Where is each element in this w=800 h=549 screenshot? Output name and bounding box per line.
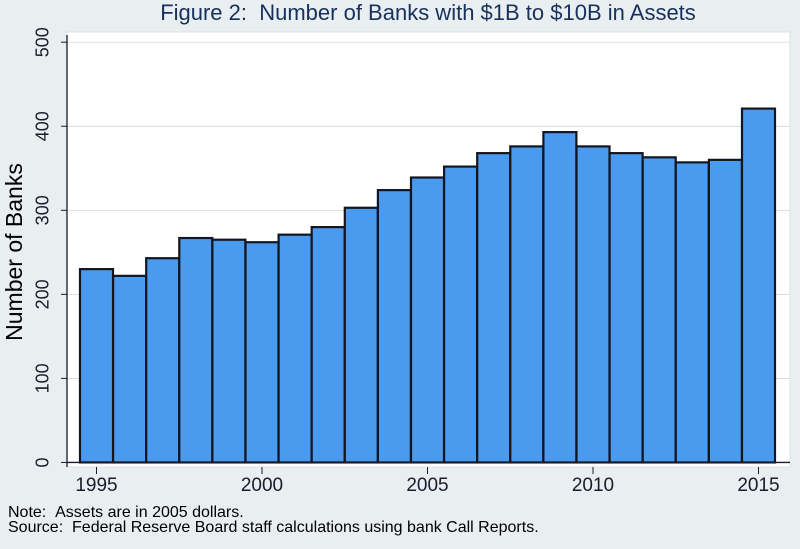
svg-text:300: 300 <box>33 195 53 225</box>
svg-text:2005: 2005 <box>406 475 448 496</box>
svg-text:0: 0 <box>33 457 53 467</box>
svg-text:2000: 2000 <box>241 475 283 496</box>
svg-text:100: 100 <box>33 363 53 393</box>
svg-text:1995: 1995 <box>75 475 117 496</box>
svg-text:Source: Federal Reserve Board: Source: Federal Reserve Board staff calc… <box>8 519 539 536</box>
svg-text:400: 400 <box>33 111 53 141</box>
svg-text:2015: 2015 <box>737 475 779 496</box>
svg-text:Number of Banks: Number of Banks <box>1 163 27 341</box>
svg-text:200: 200 <box>33 279 53 309</box>
svg-text:2010: 2010 <box>572 475 614 496</box>
svg-text:500: 500 <box>33 27 53 57</box>
svg-text:Figure 2: Number of Banks wit: Figure 2: Number of Banks with $1B to $1… <box>160 0 696 25</box>
